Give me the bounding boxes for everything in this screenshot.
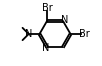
Text: N: N (61, 15, 68, 25)
Text: Br: Br (42, 3, 53, 13)
Text: Br: Br (79, 29, 90, 39)
Text: N: N (24, 29, 32, 39)
Text: N: N (42, 43, 49, 53)
